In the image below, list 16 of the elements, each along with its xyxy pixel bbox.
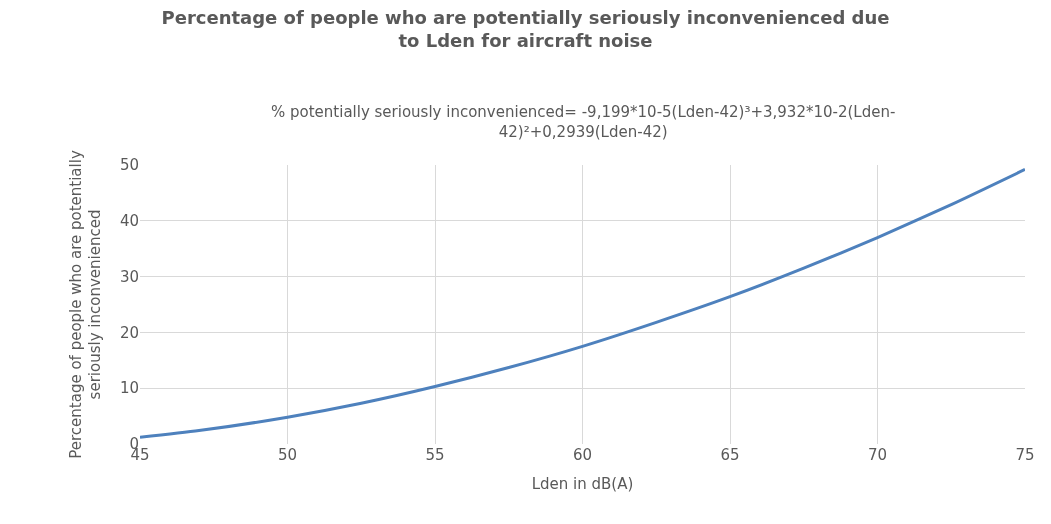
x-tick-label: 50	[277, 446, 298, 464]
x-tick-label: 75	[1015, 446, 1035, 464]
line-series	[140, 167, 1025, 439]
y-tick-label: 40	[119, 212, 139, 231]
chart-subtitle: % potentially seriously inconvenienced= -9,199*10-5(Lden-42)³+3,932*10-2(Lden-42)²+0,2939(Lden-42)	[271, 103, 896, 141]
x-tick-label: 70	[867, 446, 888, 464]
y-tick-label: 20	[119, 323, 139, 342]
y-tick-label: 30	[119, 267, 139, 286]
x-tick-label: 65	[720, 446, 740, 464]
y-tick-label: 50	[119, 156, 139, 175]
x-tick-label: 55	[425, 446, 445, 464]
y-axis-title: Percentage of people who are potentially seriously inconvenienced	[66, 150, 105, 459]
x-tick-label: 60	[572, 446, 593, 464]
y-tick-label: 10	[119, 379, 139, 398]
chart-title: Percentage of people who are potentially seriously inconvenienced due to Lden for aircraft noise	[161, 6, 890, 51]
x-axis-title: Lden in dB(A)	[531, 475, 634, 493]
